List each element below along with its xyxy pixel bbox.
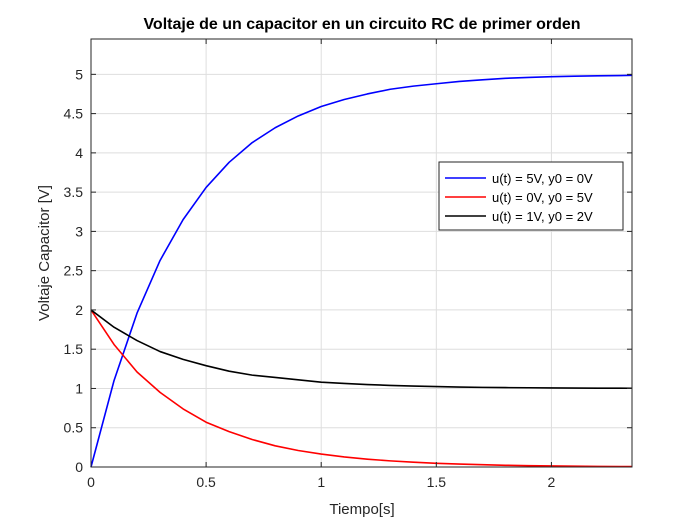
y-tick-label: 4.5 [64, 106, 84, 122]
y-tick-label: 1 [75, 380, 83, 396]
legend-label-1: u(t) = 5V, y0 = 0V [492, 171, 593, 186]
series-line-3 [90, 309, 633, 390]
x-tick-label: 0 [87, 474, 95, 490]
x-tick-label: 1 [317, 474, 325, 490]
legend: u(t) = 5V, y0 = 0V u(t) = 0V, y0 = 5V u(t)… [438, 161, 624, 231]
y-tick-label: 4 [75, 145, 83, 161]
y-tick-label: 0 [75, 459, 83, 475]
y-tick-label: 1.5 [64, 341, 84, 357]
y-tick-label: 2.5 [64, 263, 84, 279]
chart-title: Voltaje de un capacitor en un circuito R… [143, 16, 580, 33]
y-tick-label: 0.5 [64, 420, 84, 436]
grid [91, 39, 632, 467]
x-tick-label: 2 [548, 474, 556, 490]
y-tick-label: 2 [75, 302, 83, 318]
y-axis-label: Voltaje Capacitor [V] [36, 185, 53, 321]
axis-ticks: 0 0.5 1 1.5 2 0 0.5 1 1.5 2 2.5 3 3.5 4 4.5 5 [64, 39, 632, 490]
y-tick-label: 5 [75, 66, 83, 82]
legend-label-2: u(t) = 0V, y0 = 5V [492, 190, 593, 205]
y-tick-label: 3.5 [64, 184, 84, 200]
x-tick-label: 0.5 [196, 474, 216, 490]
legend-label-3: u(t) = 1V, y0 = 2V [492, 209, 593, 224]
series-line-1 [90, 74, 633, 468]
x-axis-label: Tiempo[s] [329, 501, 394, 518]
y-tick-label: 3 [75, 223, 83, 239]
series-lines [90, 74, 633, 468]
plot-area-frame [90, 38, 633, 468]
x-tick-label: 1.5 [427, 474, 447, 490]
legend-box [438, 161, 624, 231]
